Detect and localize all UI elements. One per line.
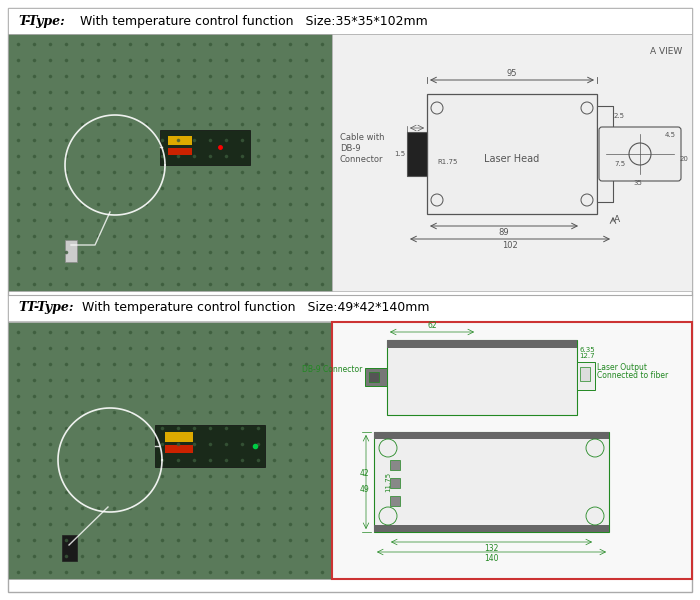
FancyBboxPatch shape — [332, 322, 692, 579]
FancyBboxPatch shape — [8, 8, 692, 34]
FancyBboxPatch shape — [390, 478, 400, 488]
FancyBboxPatch shape — [407, 132, 427, 176]
Text: 132: 132 — [484, 544, 498, 553]
FancyBboxPatch shape — [599, 127, 681, 181]
FancyBboxPatch shape — [168, 136, 192, 145]
Text: Connected to fiber: Connected to fiber — [597, 371, 668, 380]
FancyBboxPatch shape — [155, 425, 265, 467]
Text: R1.75: R1.75 — [437, 159, 457, 165]
FancyBboxPatch shape — [168, 148, 192, 155]
Text: 1.5: 1.5 — [394, 151, 405, 157]
FancyBboxPatch shape — [8, 295, 692, 321]
FancyBboxPatch shape — [365, 368, 387, 386]
FancyBboxPatch shape — [374, 432, 609, 439]
Text: Cable with: Cable with — [340, 133, 384, 142]
Text: 12.7: 12.7 — [579, 353, 594, 359]
Text: Laser Output: Laser Output — [597, 364, 647, 373]
FancyBboxPatch shape — [580, 367, 590, 381]
Text: 95: 95 — [507, 69, 517, 78]
Text: 102: 102 — [502, 241, 518, 250]
FancyBboxPatch shape — [332, 34, 692, 291]
Text: DB-9 Connector: DB-9 Connector — [302, 365, 362, 374]
Text: Laser Head: Laser Head — [484, 154, 540, 164]
Text: 20: 20 — [680, 156, 689, 162]
Text: 4.5: 4.5 — [665, 132, 676, 138]
FancyBboxPatch shape — [160, 130, 250, 165]
FancyBboxPatch shape — [8, 34, 332, 291]
FancyBboxPatch shape — [62, 535, 77, 561]
FancyBboxPatch shape — [165, 445, 193, 453]
Text: 2.5: 2.5 — [614, 113, 625, 119]
FancyBboxPatch shape — [8, 8, 692, 592]
FancyBboxPatch shape — [427, 94, 597, 214]
FancyBboxPatch shape — [8, 322, 332, 579]
Text: With temperature control function   Size:35*35*102mm: With temperature control function Size:3… — [72, 14, 428, 28]
FancyBboxPatch shape — [390, 496, 400, 506]
Text: 6.35: 6.35 — [579, 347, 594, 353]
Text: 7.5: 7.5 — [614, 161, 625, 167]
FancyBboxPatch shape — [369, 372, 379, 382]
Text: TT-Type:: TT-Type: — [18, 301, 74, 314]
Text: A VIEW: A VIEW — [650, 47, 682, 56]
FancyBboxPatch shape — [165, 432, 193, 442]
FancyBboxPatch shape — [597, 106, 613, 202]
FancyBboxPatch shape — [387, 340, 577, 415]
FancyBboxPatch shape — [390, 460, 400, 470]
FancyBboxPatch shape — [577, 362, 595, 390]
Text: T-Type:: T-Type: — [18, 14, 64, 28]
Text: A: A — [614, 215, 620, 224]
Text: 11.75: 11.75 — [385, 472, 391, 492]
Text: Connector: Connector — [340, 155, 384, 164]
Text: 62: 62 — [427, 321, 437, 330]
Text: 35: 35 — [634, 180, 643, 186]
FancyBboxPatch shape — [387, 340, 577, 348]
Text: 49: 49 — [359, 485, 369, 494]
Text: DB-9: DB-9 — [340, 144, 360, 153]
FancyBboxPatch shape — [374, 525, 609, 532]
FancyBboxPatch shape — [374, 432, 609, 532]
FancyBboxPatch shape — [65, 240, 77, 262]
Text: 89: 89 — [498, 228, 510, 237]
Text: 140: 140 — [484, 554, 498, 563]
Text: 42: 42 — [359, 469, 369, 479]
Text: With temperature control function   Size:49*42*140mm: With temperature control function Size:4… — [82, 301, 430, 314]
